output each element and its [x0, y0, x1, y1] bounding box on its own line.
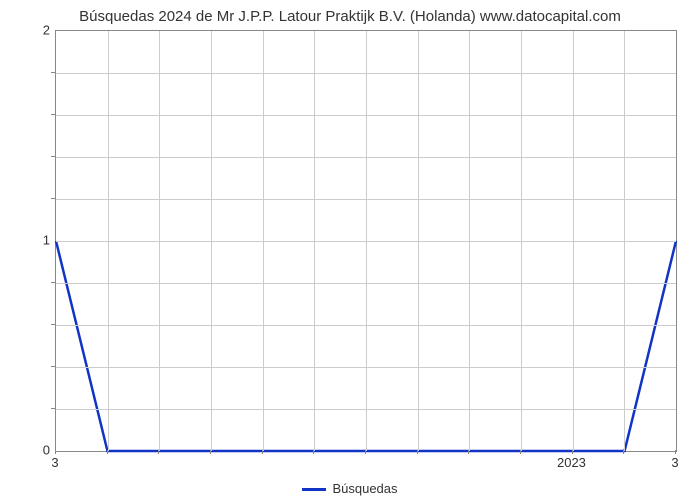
- x-tick: [623, 450, 624, 454]
- x-tick: [417, 450, 418, 454]
- x-axis-label-right: 3: [671, 455, 678, 470]
- y-tick-minor: [51, 156, 55, 157]
- chart-container: Búsquedas 2024 de Mr J.P.P. Latour Prakt…: [0, 0, 700, 500]
- x-tick: [468, 450, 469, 454]
- x-axis-label-year: 2023: [557, 455, 586, 470]
- grid-line-h: [56, 73, 676, 74]
- x-tick: [55, 450, 56, 454]
- legend: Búsquedas: [0, 481, 700, 496]
- legend-label: Búsquedas: [332, 481, 397, 496]
- y-tick-minor: [51, 114, 55, 115]
- grid-line-h: [56, 241, 676, 242]
- y-tick-minor: [51, 282, 55, 283]
- grid-line-h: [56, 409, 676, 410]
- grid-line-h: [56, 157, 676, 158]
- x-tick: [107, 450, 108, 454]
- x-tick: [313, 450, 314, 454]
- x-tick: [158, 450, 159, 454]
- grid-line-h: [56, 325, 676, 326]
- y-tick-minor: [51, 198, 55, 199]
- grid-line-h: [56, 283, 676, 284]
- grid-line-h: [56, 199, 676, 200]
- x-tick: [210, 450, 211, 454]
- y-tick-minor: [51, 366, 55, 367]
- x-tick: [262, 450, 263, 454]
- y-tick-minor: [51, 408, 55, 409]
- y-tick-minor: [51, 324, 55, 325]
- legend-swatch: [302, 488, 326, 491]
- plot-area: [55, 30, 677, 452]
- x-tick: [572, 450, 573, 454]
- y-tick-minor: [51, 72, 55, 73]
- y-axis-label: 1: [10, 233, 50, 248]
- x-tick: [675, 450, 676, 454]
- y-axis-label: 0: [10, 443, 50, 458]
- grid-line-h: [56, 115, 676, 116]
- x-tick: [365, 450, 366, 454]
- x-tick: [520, 450, 521, 454]
- grid-line-h: [56, 367, 676, 368]
- chart-title: Búsquedas 2024 de Mr J.P.P. Latour Prakt…: [0, 8, 700, 25]
- y-axis-label: 2: [10, 23, 50, 38]
- x-axis-label-left: 3: [51, 455, 58, 470]
